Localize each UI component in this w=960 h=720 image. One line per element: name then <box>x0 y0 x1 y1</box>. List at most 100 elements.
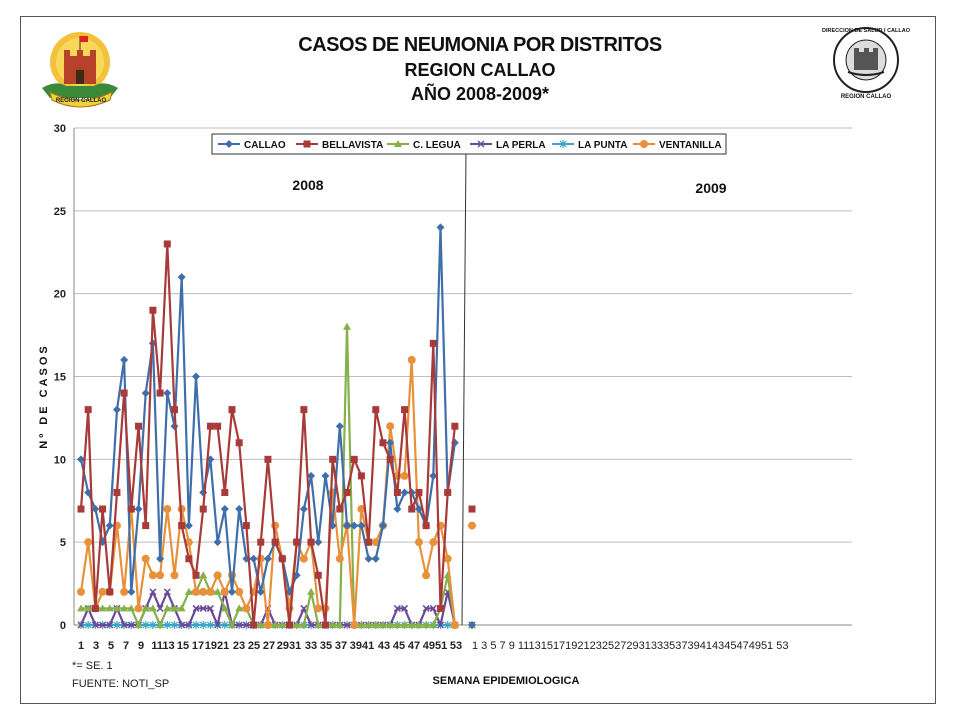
point-marker <box>300 406 308 414</box>
point-marker <box>364 621 373 628</box>
point-marker <box>106 588 114 596</box>
point-marker <box>120 587 129 596</box>
series-ventanilla <box>77 355 476 629</box>
point-marker <box>386 455 394 463</box>
x-tick-label-2008: 35 <box>320 640 332 652</box>
point-marker <box>206 587 215 596</box>
point-marker <box>192 604 200 612</box>
y-tick-label: 5 <box>60 537 66 549</box>
point-marker <box>199 621 207 629</box>
point-marker <box>113 488 121 496</box>
point-marker <box>156 571 165 580</box>
point-marker <box>148 604 157 612</box>
point-marker <box>429 621 438 628</box>
legend: CALLAO BELLAVISTA C. LEGUA LA PERLA LA PUNTA… <box>211 133 727 155</box>
legend-label: LA PUNTA <box>578 140 627 151</box>
point-marker <box>436 621 445 629</box>
point-marker <box>98 604 107 612</box>
point-marker <box>408 505 416 513</box>
legend-label: C. LEGUA <box>413 140 461 151</box>
point-marker <box>184 587 193 595</box>
footnote-source: FUENTE: NOTI_SP <box>72 678 170 690</box>
footnote-se: *= SE. 1 <box>72 660 113 672</box>
point-marker <box>429 471 438 480</box>
point-marker <box>91 621 99 629</box>
point-marker <box>393 488 401 496</box>
x-tick-label-2008: 45 <box>393 640 405 652</box>
point-marker <box>84 406 92 414</box>
point-marker <box>127 621 135 629</box>
point-marker <box>350 455 358 463</box>
point-marker <box>468 505 476 513</box>
title-line-2: REGION CALLAO <box>404 60 556 80</box>
point-marker <box>372 406 380 414</box>
point-marker <box>227 571 236 580</box>
x-tick-label-2008: 3941 <box>350 640 374 652</box>
x-tick-label-2008: 9 <box>138 640 144 652</box>
point-marker <box>335 621 344 628</box>
point-marker <box>401 604 409 612</box>
point-marker <box>401 406 409 414</box>
point-marker <box>214 621 222 629</box>
x-tick-label-2008: 43 <box>378 640 390 652</box>
x-tick-label-2008: 15 <box>177 640 189 652</box>
point-marker <box>394 140 402 147</box>
x-axis-title: SEMANA EPIDEMIOLOGICA <box>433 675 580 687</box>
point-marker <box>220 505 229 514</box>
point-marker <box>206 621 214 629</box>
x-tick-label-2008: 27 <box>263 640 275 652</box>
point-marker <box>559 140 567 148</box>
left-logo-text: REGION CALLAO <box>56 98 107 104</box>
point-marker <box>357 521 366 530</box>
point-marker <box>414 538 423 547</box>
right-logo-bottom-text: REGION CALLAO <box>841 94 892 100</box>
point-marker <box>414 505 423 514</box>
point-marker <box>105 604 114 612</box>
point-marker <box>113 621 121 629</box>
point-marker <box>227 587 236 596</box>
point-marker <box>171 621 178 629</box>
point-marker <box>335 422 344 431</box>
point-marker <box>257 538 265 546</box>
year-divider <box>461 149 467 626</box>
x-tick-label-2008: 1113 <box>151 640 174 652</box>
point-marker <box>343 322 352 330</box>
point-marker <box>134 621 143 628</box>
point-marker <box>256 554 265 563</box>
point-marker <box>343 621 351 629</box>
point-marker <box>120 355 129 364</box>
point-marker <box>77 621 85 629</box>
point-marker <box>221 621 229 629</box>
point-marker <box>250 621 258 629</box>
x-tick-labels-2009: 1 3 5 7 9 111315171921232527293133353739… <box>472 640 788 652</box>
y-tick-label: 10 <box>54 454 66 466</box>
x-tick-label-2008: 5 <box>108 640 114 652</box>
title-line-3: AÑO 2008-2009* <box>410 84 550 104</box>
x-tick-label-2008: 1921 <box>205 640 229 652</box>
x-tick-label-2008: 25 <box>248 640 260 652</box>
point-marker <box>177 273 186 282</box>
point-marker <box>314 621 323 628</box>
point-marker <box>393 621 402 628</box>
point-marker <box>228 406 236 414</box>
point-marker <box>84 621 92 629</box>
point-marker <box>242 621 250 629</box>
point-marker <box>127 587 136 596</box>
point-marker <box>437 604 444 612</box>
point-marker <box>142 522 150 530</box>
point-marker <box>292 621 301 628</box>
point-marker <box>429 604 437 612</box>
point-marker <box>393 505 402 514</box>
point-marker <box>192 372 201 381</box>
point-marker <box>329 455 337 463</box>
point-marker <box>393 604 401 612</box>
point-marker <box>314 571 322 579</box>
x-tick-label-2008: 7 <box>123 640 129 652</box>
point-marker <box>163 588 171 596</box>
point-marker <box>307 587 316 595</box>
point-marker <box>192 621 200 629</box>
point-marker <box>429 339 437 347</box>
x-tick-label-2008: 37 <box>335 640 347 652</box>
point-marker <box>225 140 233 148</box>
